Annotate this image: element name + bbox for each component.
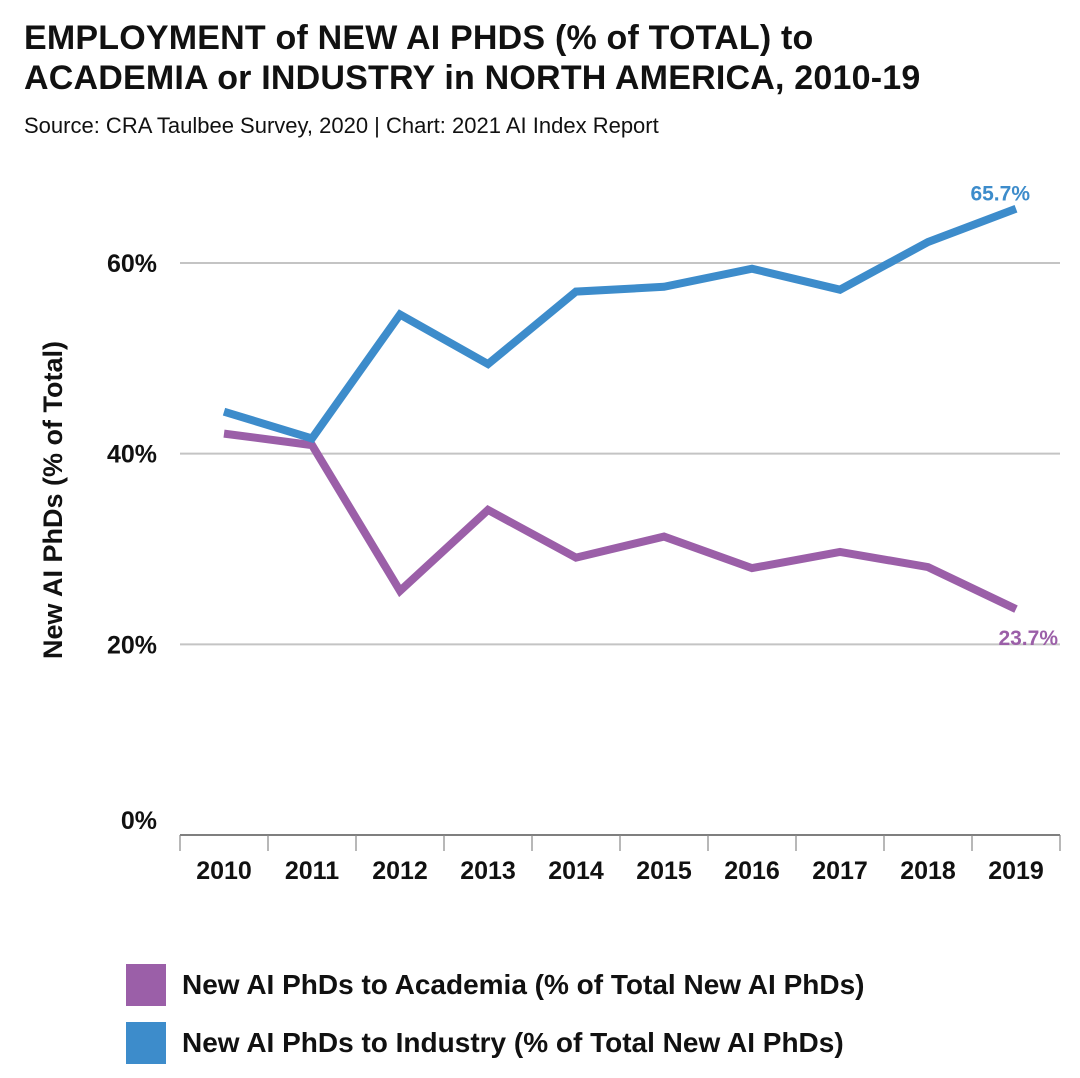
x-tick-label-2014: 2014	[548, 857, 604, 885]
x-tick-label-2011: 2011	[285, 857, 339, 885]
chart-title: EMPLOYMENT of NEW AI PHDS (% of TOTAL) t…	[24, 18, 1064, 98]
x-tick-label-2012: 2012	[372, 857, 428, 885]
end-label-industry: 65.7%	[970, 183, 1030, 206]
legend-item-industry: New AI PhDs to Industry (% of Total New …	[126, 1020, 864, 1066]
y-tick-label-0: 0%	[121, 807, 157, 835]
legend-swatch-academia	[126, 964, 166, 1006]
x-tick-label-2018: 2018	[900, 857, 956, 885]
end-label-academia: 23.7%	[998, 627, 1058, 650]
legend: New AI PhDs to Academia (% of Total New …	[126, 962, 864, 1078]
line-chart: 0% 20% 40% 60% 2010 2011 2012 2013 2014 2015 2016 2…	[38, 183, 1061, 885]
legend-label-industry: New AI PhDs to Industry (% of Total New …	[182, 1027, 844, 1058]
y-axis-label: New AI PhDs (% of Total)	[38, 341, 68, 659]
chart-subtitle: Source: CRA Taulbee Survey, 2020 | Chart…	[24, 113, 659, 138]
series-line-academia	[223, 429, 1018, 613]
series-line-industry	[222, 204, 1018, 444]
legend-label-academia: New AI PhDs to Academia (% of Total New …	[182, 969, 865, 1000]
chart-title-line-1: EMPLOYMENT of NEW AI PHDS (% of TOTAL) t…	[24, 19, 814, 57]
legend-swatch-industry	[126, 1022, 166, 1064]
y-tick-label-40: 40%	[107, 441, 157, 469]
x-tick-label-2017: 2017	[812, 857, 868, 885]
x-tick-label-2019: 2019	[988, 857, 1044, 885]
x-tick-label-2015: 2015	[636, 857, 692, 885]
x-tick-label-2016: 2016	[724, 857, 780, 885]
y-tick-label-20: 20%	[107, 631, 157, 659]
legend-item-academia: New AI PhDs to Academia (% of Total New …	[126, 962, 864, 1008]
y-tick-label-60: 60%	[107, 250, 157, 278]
x-tick-label-2013: 2013	[460, 857, 516, 885]
x-tick-label-2010: 2010	[196, 857, 252, 885]
chart-title-line-2: ACADEMIA or INDUSTRY in NORTH AMERICA, 2…	[24, 59, 921, 97]
